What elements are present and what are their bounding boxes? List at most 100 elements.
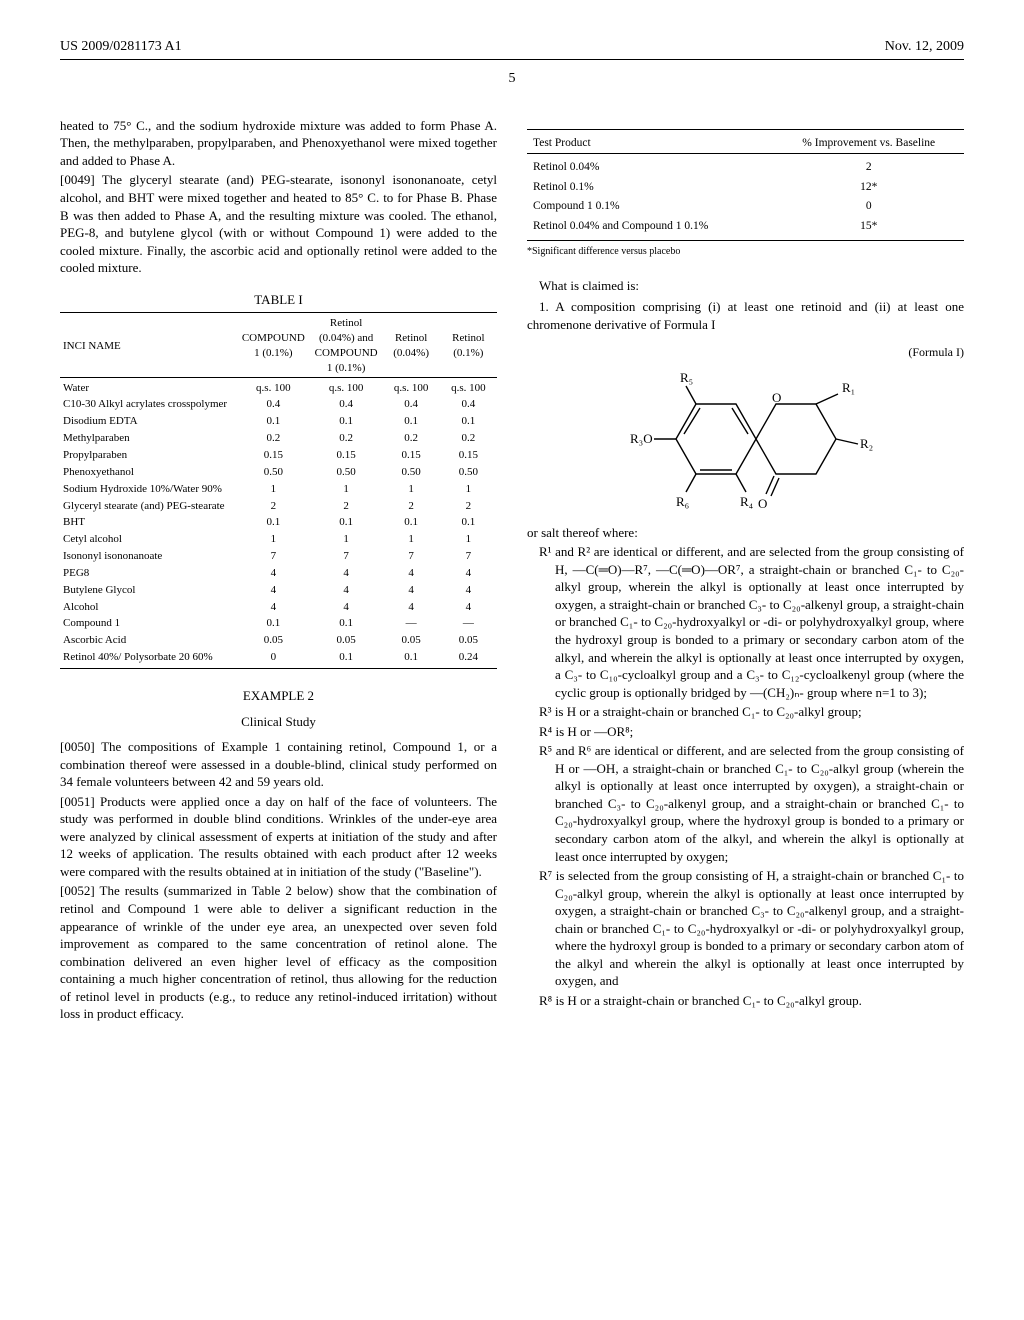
table-row: Retinol 0.1%12*: [527, 178, 964, 198]
table-cell: 4: [237, 599, 310, 616]
table-cell: 0.1: [383, 413, 440, 430]
table-cell: 7: [383, 548, 440, 565]
table-cell: C10-30 Alkyl acrylates crosspolymer: [60, 396, 237, 413]
what-is-claimed: What is claimed is:: [527, 277, 964, 295]
table-cell: 0.15: [237, 447, 310, 464]
table-cell: Water: [60, 380, 237, 397]
table-cell: Methylparaben: [60, 430, 237, 447]
table-cell: 4: [237, 582, 310, 599]
table-cell: Cetyl alcohol: [60, 531, 237, 548]
table-cell: 15*: [773, 217, 964, 237]
table-cell: 0.2: [383, 430, 440, 447]
table-cell: Retinol 0.04% and Compound 1 0.1%: [527, 217, 773, 237]
table-cell: Butylene Glycol: [60, 582, 237, 599]
table-cell: Disodium EDTA: [60, 413, 237, 430]
para-body-0052: The results (summarized in Table 2 below…: [60, 883, 497, 1021]
table-cell: Alcohol: [60, 599, 237, 616]
page-header: US 2009/0281173 A1 Nov. 12, 2009: [60, 38, 964, 60]
table-cell: 0.1: [383, 514, 440, 531]
table-row: Waterq.s. 100q.s. 100q.s. 100q.s. 100: [60, 380, 497, 397]
table-cell: 0.4: [237, 396, 310, 413]
claim-R4: R⁴ is H or —OR⁸;: [527, 723, 964, 741]
table-row: Cetyl alcohol1111: [60, 531, 497, 548]
formula-R4: R₄: [740, 494, 754, 509]
publication-date: Nov. 12, 2009: [885, 38, 964, 57]
table-cell: 4: [440, 599, 497, 616]
table-row: Alcohol4444: [60, 599, 497, 616]
table-cell: q.s. 100: [237, 380, 310, 397]
table2-h2: % Improvement vs. Baseline: [773, 134, 964, 154]
table-cell: —: [440, 615, 497, 632]
table-cell: 4: [383, 582, 440, 599]
table-cell: Compound 1 0.1%: [527, 197, 773, 217]
table-cell: 0.4: [383, 396, 440, 413]
table-cell: 1: [310, 481, 383, 498]
table-cell: 2: [383, 498, 440, 515]
table-cell: 0.2: [440, 430, 497, 447]
table-row: Retinol 40%/ Polysorbate 20 60%00.10.10.…: [60, 649, 497, 666]
formula-label: (Formula I): [527, 344, 964, 360]
table-cell: 7: [310, 548, 383, 565]
table-row: Glyceryl stearate (and) PEG-stearate2222: [60, 498, 497, 515]
claim-R8: R⁸ is H or a straight-chain or branched …: [527, 992, 964, 1010]
table-cell: 4: [310, 582, 383, 599]
table-cell: PEG8: [60, 565, 237, 582]
table-cell: 0.50: [440, 464, 497, 481]
para-body-0049: The glyceryl stearate (and) PEG-stearate…: [60, 172, 497, 275]
table-row: Disodium EDTA0.10.10.10.1: [60, 413, 497, 430]
table-row: Sodium Hydroxide 10%/Water 90%1111: [60, 481, 497, 498]
formula-structure: R₅ R₃O R₆ R₄ O R₁ R₂ O: [616, 364, 876, 514]
table-cell: 0.50: [383, 464, 440, 481]
table-row: Propylparaben0.150.150.150.15: [60, 447, 497, 464]
table-cell: Compound 1: [60, 615, 237, 632]
table-cell: 0: [773, 197, 964, 217]
table-cell: 0.1: [440, 514, 497, 531]
table-cell: 2: [773, 158, 964, 178]
table-cell: 0.15: [310, 447, 383, 464]
table-cell: q.s. 100: [310, 380, 383, 397]
table-row: Methylparaben0.20.20.20.2: [60, 430, 497, 447]
table-cell: 0.2: [237, 430, 310, 447]
table-cell: 1: [383, 531, 440, 548]
table-cell: 0.4: [310, 396, 383, 413]
table-row: Retinol 0.04% and Compound 1 0.1%15*: [527, 217, 964, 237]
para-num-0051: [0051]: [60, 794, 95, 809]
table1-h-c4: Retinol (0.1%): [440, 315, 497, 377]
table-cell: 0.1: [237, 514, 310, 531]
paragraph-intro-tail: heated to 75° C., and the sodium hydroxi…: [60, 117, 497, 170]
left-column: heated to 75° C., and the sodium hydroxi…: [60, 117, 497, 1025]
table-cell: 0.50: [310, 464, 383, 481]
table-cell: 0.15: [440, 447, 497, 464]
table-cell: 0.2: [310, 430, 383, 447]
table-cell: 12*: [773, 178, 964, 198]
paragraph-0052: [0052] The results (summarized in Table …: [60, 882, 497, 1022]
claim-R1R2: R¹ and R² are identical or different, an…: [527, 543, 964, 701]
table-row: PEG84444: [60, 565, 497, 582]
example2-subtitle: Clinical Study: [60, 713, 497, 731]
para-body-0050: The compositions of Example 1 containing…: [60, 739, 497, 789]
table-cell: —: [383, 615, 440, 632]
table-cell: q.s. 100: [383, 380, 440, 397]
table-row: Isononyl isononanoate7777: [60, 548, 497, 565]
table-row: Retinol 0.04%2: [527, 158, 964, 178]
formula-O-ring: O: [772, 390, 781, 405]
table-cell: q.s. 100: [440, 380, 497, 397]
table-cell: 2: [310, 498, 383, 515]
table-cell: Propylparaben: [60, 447, 237, 464]
formula-O-dbl: O: [758, 496, 767, 511]
table2: Test Product % Improvement vs. Baseline …: [527, 129, 964, 242]
table-cell: 1: [383, 481, 440, 498]
table-row: Compound 10.10.1——: [60, 615, 497, 632]
table-cell: Isononyl isononanoate: [60, 548, 237, 565]
table-cell: 1: [440, 531, 497, 548]
two-column-layout: heated to 75° C., and the sodium hydroxi…: [60, 117, 964, 1025]
table-cell: 7: [440, 548, 497, 565]
table-cell: 4: [440, 582, 497, 599]
table-row: C10-30 Alkyl acrylates crosspolymer0.40.…: [60, 396, 497, 413]
paragraph-0049: [0049] The glyceryl stearate (and) PEG-s…: [60, 171, 497, 276]
table1-h-inci: INCI NAME: [60, 315, 237, 377]
publication-number: US 2009/0281173 A1: [60, 38, 182, 57]
table-cell: Glyceryl stearate (and) PEG-stearate: [60, 498, 237, 515]
table-cell: 0.05: [440, 632, 497, 649]
formula-R3O: R₃O: [630, 431, 653, 446]
